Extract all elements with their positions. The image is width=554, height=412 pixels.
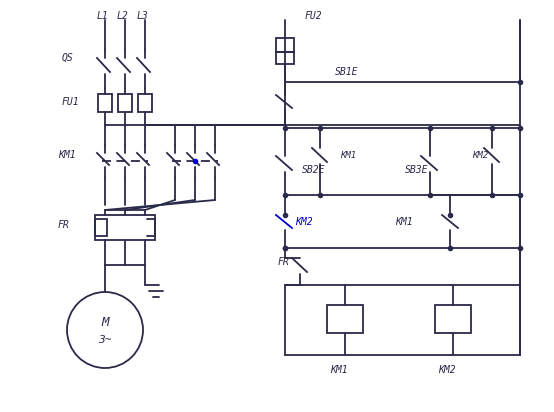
Text: L1: L1	[97, 11, 109, 21]
Text: FR: FR	[58, 220, 70, 230]
Text: FU2: FU2	[305, 11, 322, 21]
Bar	[435, 305, 471, 333]
Bar	[276, 52, 294, 64]
Text: SB1E: SB1E	[335, 67, 358, 77]
Bar	[276, 38, 294, 52]
Text: KM1: KM1	[395, 217, 413, 227]
Bar	[327, 305, 363, 333]
Text: KM2: KM2	[295, 217, 312, 227]
Text: SB2E: SB2E	[302, 165, 326, 175]
Bar	[98, 94, 112, 112]
Text: L3: L3	[137, 11, 149, 21]
Text: QS: QS	[62, 53, 74, 63]
Text: FU1: FU1	[62, 97, 80, 107]
Bar	[138, 94, 152, 112]
Text: KM1: KM1	[330, 365, 347, 375]
Bar	[95, 219, 107, 236]
Text: FR: FR	[278, 257, 290, 267]
Text: KM1: KM1	[58, 150, 76, 160]
Text: KM1: KM1	[340, 150, 356, 159]
Bar	[95, 215, 155, 240]
Text: SB3E: SB3E	[405, 165, 428, 175]
Text: 3~: 3~	[98, 335, 112, 345]
Text: KM2: KM2	[472, 150, 488, 159]
Text: KM2: KM2	[438, 365, 455, 375]
Text: M: M	[101, 316, 109, 328]
Text: L2: L2	[117, 11, 129, 21]
Bar	[118, 94, 132, 112]
